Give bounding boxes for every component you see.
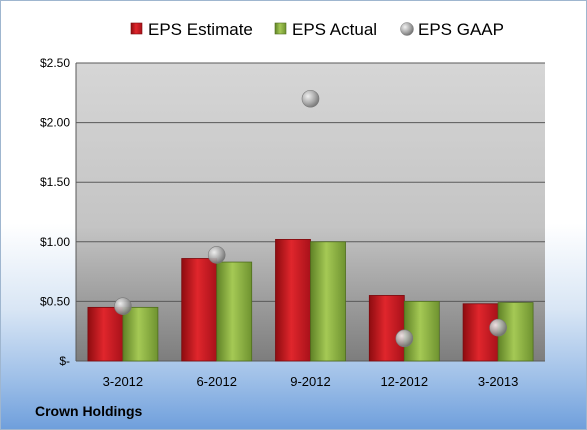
x-tick-label: 9-2012 — [290, 374, 330, 389]
x-tick-label: 3-2013 — [478, 374, 518, 389]
actual-bar — [403, 300, 440, 362]
bars — [87, 239, 534, 362]
y-tick-label: $1.50 — [40, 175, 70, 189]
x-tick-label: 3-2012 — [103, 374, 143, 389]
y-tick-label: $- — [59, 354, 70, 368]
legend-label: EPS Actual — [292, 20, 377, 39]
estimate-bar — [368, 295, 405, 362]
y-axis-ticks: $- $0.50 $1.00 $1.50 $2.00 $2.50 — [40, 56, 70, 368]
legend-swatch — [130, 22, 143, 35]
estimate-bar — [87, 306, 124, 362]
y-tick-label: $2.00 — [40, 116, 70, 130]
estimate-bar — [275, 239, 311, 362]
x-tick-label: 6-2012 — [196, 374, 236, 389]
gaap-point — [207, 246, 226, 264]
x-tick-label: 12-2012 — [380, 374, 428, 389]
actual-bar — [122, 306, 159, 362]
actual-bar — [216, 261, 253, 362]
gaap-point — [114, 297, 132, 315]
gaap-markers — [114, 89, 507, 348]
legend-label: EPS GAAP — [418, 20, 504, 39]
y-tick-label: $0.50 — [40, 294, 70, 308]
legend-label: EPS Estimate — [148, 20, 253, 39]
x-axis-ticks: 3-2012 6-2012 9-2012 12-2012 3-2013 — [103, 374, 519, 389]
gaap-point — [489, 318, 507, 337]
estimate-bar — [181, 258, 218, 362]
legend-swatch — [400, 22, 414, 36]
gaap-point — [301, 89, 320, 108]
legend: EPS Estimate EPS Actual EPS GAAP — [130, 20, 504, 39]
legend-swatch — [274, 22, 287, 35]
actual-bar — [310, 241, 346, 362]
company-name: Crown Holdings — [35, 403, 143, 419]
y-tick-label: $1.00 — [40, 235, 70, 249]
gaap-point — [395, 329, 414, 348]
y-tick-label: $2.50 — [40, 56, 70, 70]
